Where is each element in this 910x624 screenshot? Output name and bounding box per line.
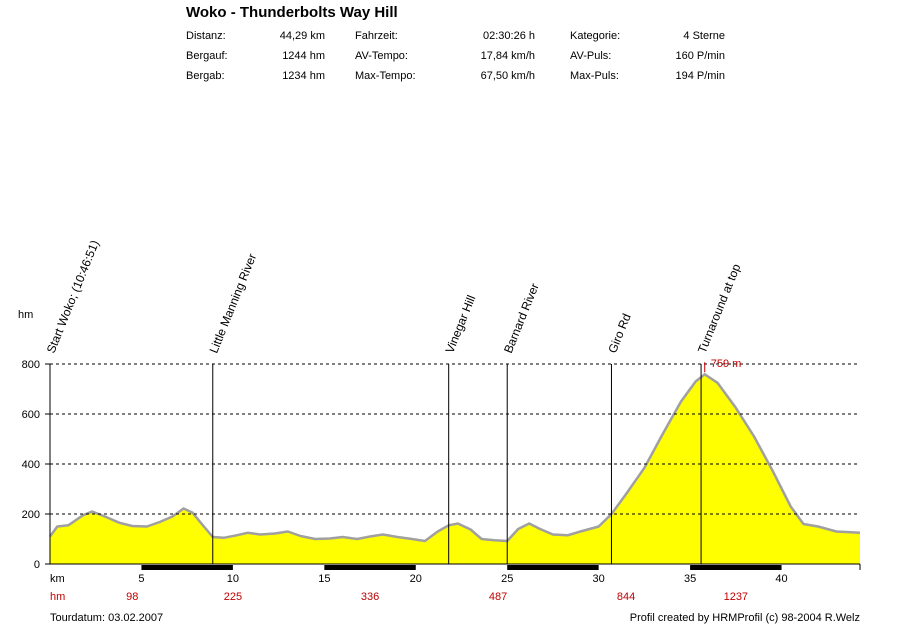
hm-marker-label: 844 <box>617 591 635 603</box>
stat-value: 1234 hm <box>282 70 325 82</box>
waypoint-label: Turnaround at top <box>695 262 744 356</box>
stat-value: 194 P/min <box>675 70 725 82</box>
waypoint-label: Little Manning River <box>207 252 260 356</box>
y-tick-label: 0 <box>34 559 40 571</box>
x-tick-label: 15 <box>318 573 330 585</box>
x-tick-label: 40 <box>775 573 787 585</box>
x-tick-label: 30 <box>593 573 605 585</box>
hm-marker-label: 336 <box>361 591 379 603</box>
stat-label: Max-Puls: <box>570 70 619 82</box>
waypoint-label: Vinegar Hill <box>442 293 478 355</box>
y-axis-label: hm <box>18 309 33 321</box>
hm-marker-label: 487 <box>489 591 507 603</box>
stat-value: 17,84 km/h <box>480 50 535 62</box>
km-scale-segment <box>141 565 233 570</box>
elevation-area <box>50 374 860 564</box>
elevation-line <box>48 373 861 543</box>
stat-label: AV-Tempo: <box>355 50 408 62</box>
km-scale-segment <box>507 565 599 570</box>
stats-row: Bergab: 1234 hm Max-Tempo: 67,50 km/h Ma… <box>186 70 726 84</box>
x-tick-label: 25 <box>501 573 513 585</box>
waypoint-label: Giro Rd <box>605 312 633 356</box>
stat-label: Bergab: <box>186 70 225 82</box>
profile-title: Woko - Thunderbolts Way Hill <box>186 4 398 21</box>
stat-value: 02:30:26 h <box>483 30 535 42</box>
waypoint-label: Barnard River <box>501 281 542 355</box>
y-tick-label: 600 <box>22 409 40 421</box>
stat-value: 4 Sterne <box>683 30 725 42</box>
x-tick-label: 5 <box>138 573 144 585</box>
hm-marker-label: 98 <box>126 591 138 603</box>
stat-label: Max-Tempo: <box>355 70 416 82</box>
stats-row: Bergauf: 1244 hm AV-Tempo: 17,84 km/h AV… <box>186 50 726 64</box>
stat-value: 160 P/min <box>675 50 725 62</box>
stat-label: Distanz: <box>186 30 226 42</box>
x-tick-label: 20 <box>410 573 422 585</box>
stat-value: 1244 hm <box>282 50 325 62</box>
hm-row-label: hm <box>50 591 65 603</box>
max-elevation-label: 759 m <box>711 358 742 370</box>
x-axis-label: km <box>50 573 65 585</box>
stat-value: 67,50 km/h <box>480 70 535 82</box>
stat-label: AV-Puls: <box>570 50 612 62</box>
credit-text: Profil created by HRMProfil (c) 98-2004 … <box>630 612 860 624</box>
stat-label: Bergauf: <box>186 50 228 62</box>
x-tick-label: 10 <box>227 573 239 585</box>
x-tick-label: 35 <box>684 573 696 585</box>
stat-label: Kategorie: <box>570 30 621 42</box>
stat-value: 44,29 km <box>279 30 325 42</box>
stat-label: Fahrzeit: <box>355 30 398 42</box>
stats-row: Distanz: 44,29 km Fahrzeit: 02:30:26 h K… <box>186 30 726 44</box>
hm-marker-label: 1237 <box>724 591 748 603</box>
hm-marker-label: 225 <box>224 591 242 603</box>
y-tick-label: 800 <box>22 359 40 371</box>
km-scale-segment <box>324 565 416 570</box>
y-tick-label: 400 <box>22 459 40 471</box>
tourdatum-text: Tourdatum: 03.02.2007 <box>50 612 163 624</box>
y-tick-label: 200 <box>22 509 40 521</box>
waypoint-label: Start Woko; (10:46:51) <box>44 238 102 355</box>
km-scale-segment <box>690 565 782 570</box>
